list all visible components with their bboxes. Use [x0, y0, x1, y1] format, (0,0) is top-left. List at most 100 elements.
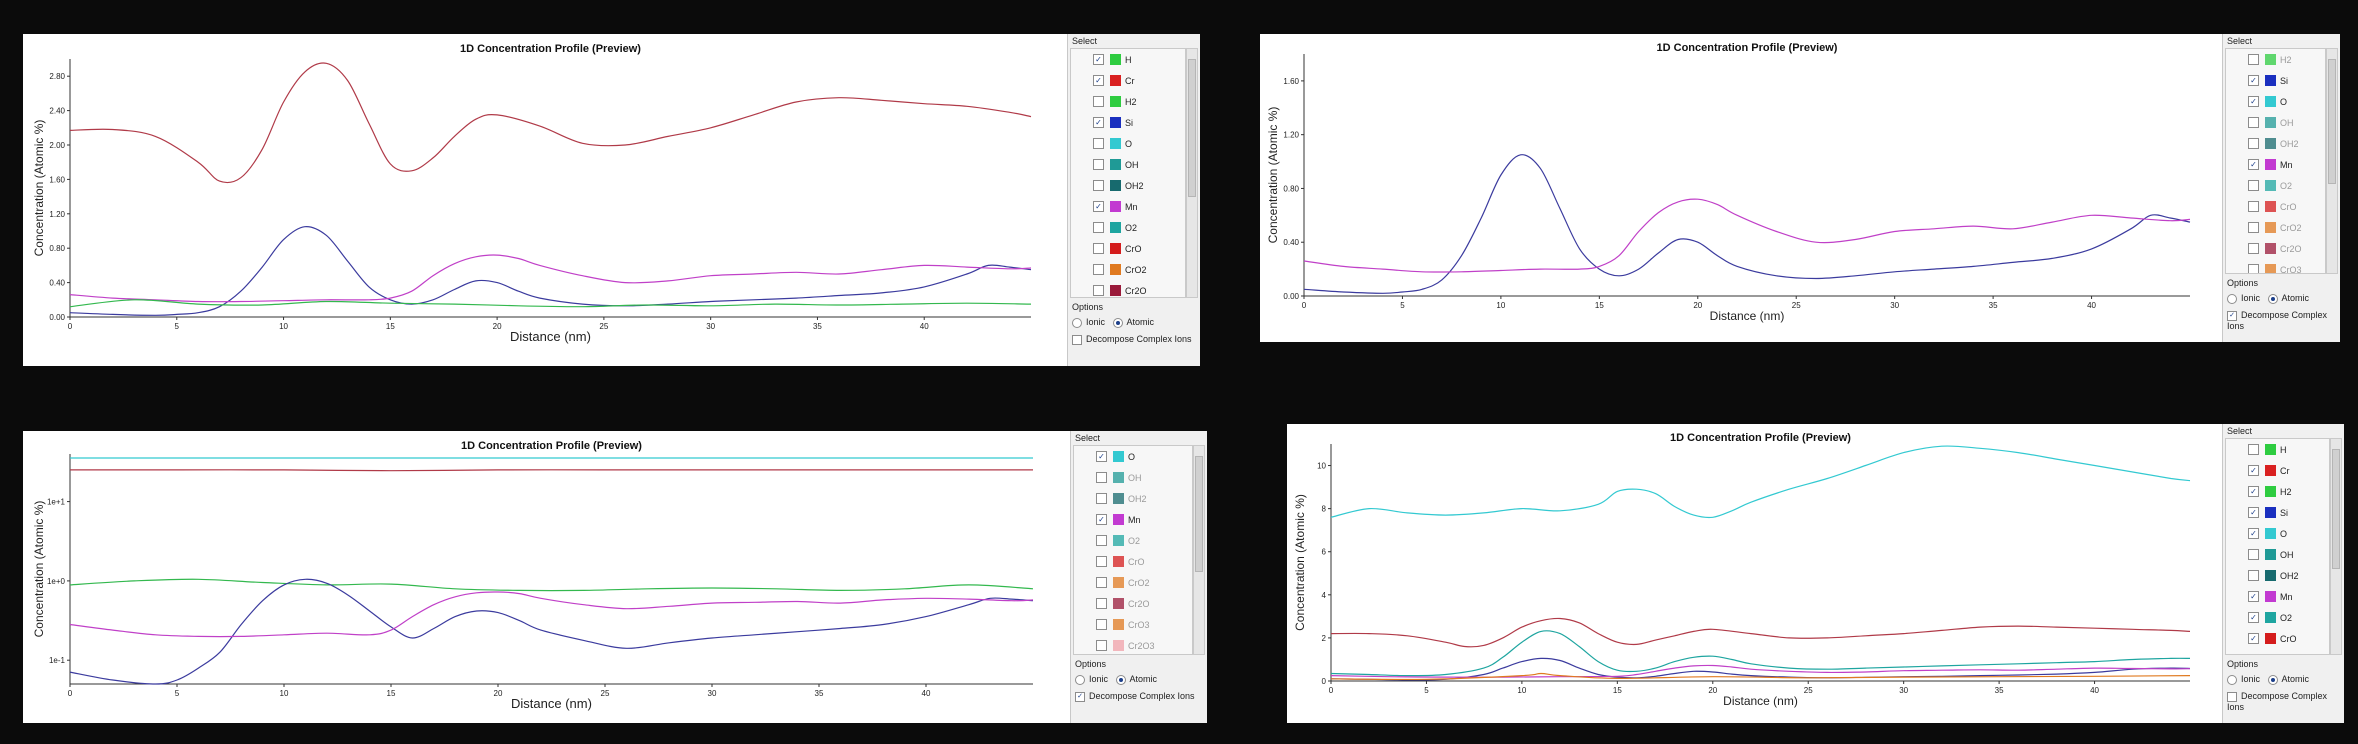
species-checkbox[interactable] [1096, 556, 1107, 567]
species-checkbox[interactable] [1093, 222, 1104, 233]
species-checkbox[interactable]: ✓ [2248, 75, 2259, 86]
species-checkbox[interactable] [2248, 222, 2259, 233]
species-item-o[interactable]: ✓ O [2226, 91, 2325, 112]
species-item-o2[interactable]: O2 [2226, 175, 2325, 196]
list-scrollbar[interactable] [2330, 438, 2342, 655]
species-checkbox[interactable] [1093, 180, 1104, 191]
species-item-o[interactable]: O [1071, 133, 1185, 154]
species-item-oh2[interactable]: OH2 [2226, 565, 2329, 586]
decompose-option[interactable]: Decompose Complex Ions [2227, 691, 2344, 712]
species-checkbox[interactable] [2248, 54, 2259, 65]
decompose-checkbox[interactable]: ✓ [1075, 691, 1085, 702]
species-checkbox[interactable] [1093, 138, 1104, 149]
ionic-radio[interactable] [2227, 674, 2237, 685]
species-item-cr[interactable]: ✓ Cr [1071, 70, 1185, 91]
species-item-o[interactable]: ✓ O [2226, 523, 2329, 544]
species-item-mn[interactable]: ✓ Mn [2226, 586, 2329, 607]
species-item-o2[interactable]: O2 [1074, 530, 1192, 551]
species-item-si[interactable]: ✓ Si [2226, 502, 2329, 523]
species-checkbox[interactable]: ✓ [1096, 451, 1107, 462]
species-checkbox[interactable]: ✓ [2248, 591, 2259, 602]
species-item-cr[interactable]: ✓ Cr [2226, 460, 2329, 481]
atomic-radio[interactable] [2267, 293, 2278, 304]
species-checkbox[interactable] [1096, 472, 1107, 483]
species-checkbox[interactable]: ✓ [1093, 201, 1104, 212]
species-checkbox[interactable] [2248, 180, 2259, 191]
species-checkbox[interactable] [1093, 159, 1104, 170]
species-checkbox[interactable] [2248, 549, 2259, 560]
species-item-cro2[interactable]: CrO2 [2226, 217, 2325, 238]
species-checkbox[interactable] [1096, 619, 1107, 630]
species-item-oh[interactable]: OH [2226, 544, 2329, 565]
species-checkbox[interactable] [2248, 444, 2259, 455]
species-checkbox[interactable]: ✓ [2248, 159, 2259, 170]
species-item-cro[interactable]: CrO [1071, 238, 1185, 259]
species-checkbox[interactable]: ✓ [1093, 117, 1104, 128]
species-checkbox[interactable]: ✓ [2248, 612, 2259, 623]
species-item-cro[interactable]: ✓ CrO [2226, 628, 2329, 649]
species-item-cro3[interactable]: CrO3 [1074, 614, 1192, 635]
decompose-option[interactable]: ✓ Decompose Complex Ions [1075, 691, 1195, 702]
species-checkbox[interactable]: ✓ [2248, 507, 2259, 518]
species-item-o[interactable]: ✓ O [1074, 446, 1192, 467]
species-item-cro[interactable]: CrO [1074, 551, 1192, 572]
species-item-o2[interactable]: O2 [1071, 217, 1185, 238]
species-item-h2[interactable]: ✓ H2 [2226, 481, 2329, 502]
species-item-oh2[interactable]: OH2 [1071, 175, 1185, 196]
decompose-checkbox[interactable]: ✓ [2227, 310, 2237, 321]
species-item-oh2[interactable]: OH2 [1074, 488, 1192, 509]
species-item-oh2[interactable]: OH2 [2226, 133, 2325, 154]
scrollbar-thumb[interactable] [1195, 456, 1203, 572]
atomic-radio[interactable] [1112, 317, 1123, 328]
species-item-cro2[interactable]: CrO2 [1071, 259, 1185, 280]
species-item-oh[interactable]: OH [1074, 467, 1192, 488]
species-checkbox[interactable]: ✓ [2248, 96, 2259, 107]
decompose-checkbox[interactable] [2227, 691, 2237, 702]
species-item-mn[interactable]: ✓ Mn [1071, 196, 1185, 217]
species-checkbox[interactable]: ✓ [2248, 465, 2259, 476]
species-checkbox[interactable] [1096, 598, 1107, 609]
species-checkbox[interactable] [1093, 285, 1104, 296]
species-checkbox[interactable]: ✓ [1093, 54, 1104, 65]
species-item-h2[interactable]: H2 [1071, 91, 1185, 112]
list-scrollbar[interactable] [1193, 445, 1205, 655]
species-item-mn[interactable]: ✓ Mn [2226, 154, 2325, 175]
species-item-oh[interactable]: OH [1071, 154, 1185, 175]
species-checkbox[interactable] [1093, 264, 1104, 275]
species-checkbox[interactable] [1096, 640, 1107, 651]
decompose-option[interactable]: ✓ Decompose Complex Ions [2227, 310, 2340, 331]
species-checkbox[interactable] [2248, 138, 2259, 149]
species-checkbox[interactable]: ✓ [2248, 654, 2259, 655]
species-checkbox[interactable]: ✓ [1093, 75, 1104, 86]
scrollbar-thumb[interactable] [2332, 449, 2340, 569]
species-checkbox[interactable] [1093, 96, 1104, 107]
species-item-cro2[interactable]: CrO2 [1074, 572, 1192, 593]
atomic-radio[interactable] [1115, 674, 1126, 685]
species-item-o2[interactable]: ✓ O2 [2226, 607, 2329, 628]
species-checkbox[interactable] [1093, 243, 1104, 254]
species-checkbox[interactable] [1096, 535, 1107, 546]
species-item-cro3[interactable]: CrO3 [2226, 259, 2325, 273]
ionic-radio[interactable] [2227, 293, 2237, 304]
ionic-radio[interactable] [1072, 317, 1082, 328]
species-item-h[interactable]: H [2226, 439, 2329, 460]
species-checkbox[interactable] [2248, 243, 2259, 254]
species-checkbox[interactable] [1096, 577, 1107, 588]
species-checkbox[interactable]: ✓ [2248, 633, 2259, 644]
species-item-cr2o3[interactable]: Cr2O3 [1074, 635, 1192, 654]
species-checkbox[interactable] [2248, 117, 2259, 128]
ionic-radio[interactable] [1075, 674, 1085, 685]
species-checkbox[interactable] [2248, 201, 2259, 212]
atomic-radio[interactable] [2267, 674, 2278, 685]
species-checkbox[interactable]: ✓ [2248, 528, 2259, 539]
species-checkbox[interactable]: ✓ [2248, 486, 2259, 497]
species-item-mn[interactable]: ✓ Mn [1074, 509, 1192, 530]
decompose-checkbox[interactable] [1072, 334, 1082, 345]
scrollbar-thumb[interactable] [1188, 59, 1196, 197]
species-checkbox[interactable] [2248, 264, 2259, 273]
species-checkbox[interactable] [2248, 570, 2259, 581]
species-checkbox[interactable]: ✓ [1096, 514, 1107, 525]
species-item-cr2o[interactable]: Cr2O [1074, 593, 1192, 614]
species-item-cr2o[interactable]: Cr2O [2226, 238, 2325, 259]
species-checkbox[interactable] [1096, 493, 1107, 504]
